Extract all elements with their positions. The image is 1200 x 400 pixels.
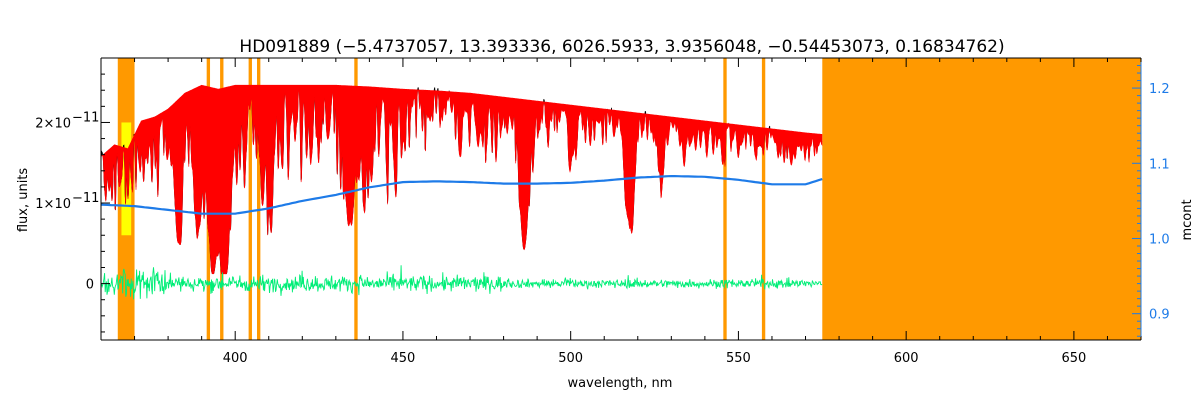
masked-region bbox=[248, 58, 252, 340]
x-axis-ticks: 400 450 500 550 600 650 bbox=[100, 58, 1142, 366]
y-tick-label: 0 bbox=[86, 278, 94, 293]
x-tick-label: 450 bbox=[391, 351, 416, 366]
residual-series bbox=[100, 265, 823, 300]
x-tick-label: 650 bbox=[1061, 351, 1086, 366]
y-axis-ticks: 01×10 −112×10 −11 bbox=[35, 57, 110, 333]
right-y-tick-label: 1.0 bbox=[1149, 232, 1170, 247]
mcont-series bbox=[100, 175, 823, 215]
x-tick-label: 500 bbox=[558, 351, 583, 366]
right-y-axis-ticks: 0.9 1.0 1.1 1.2 bbox=[1132, 65, 1170, 337]
model-spectrum-fill bbox=[100, 84, 823, 275]
model-spectrum bbox=[100, 84, 823, 275]
masked-region bbox=[354, 58, 358, 340]
mcont-line bbox=[100, 175, 823, 215]
right-y-tick-label: 0.9 bbox=[1149, 308, 1170, 323]
y-tick-label: 2×10 bbox=[35, 116, 71, 131]
y-tick-label: 1×10 bbox=[35, 197, 71, 212]
masked-region bbox=[257, 58, 261, 340]
x-axis-label: wavelength, nm bbox=[568, 376, 673, 391]
plot-axes bbox=[100, 57, 1142, 341]
y-tick-exponent: −11 bbox=[72, 191, 99, 206]
x-tick-label: 400 bbox=[223, 351, 248, 366]
residual-line bbox=[100, 265, 823, 300]
y-tick-exponent: −11 bbox=[72, 110, 99, 125]
chart-title: HD091889 (−5.4737057, 13.393336, 6026.59… bbox=[239, 37, 1004, 57]
x-tick-label: 550 bbox=[726, 351, 751, 366]
right-y-tick-label: 1.2 bbox=[1149, 82, 1170, 97]
masked-region bbox=[822, 58, 1141, 340]
right-y-axis-label: mcont bbox=[1180, 199, 1195, 240]
masked-region bbox=[761, 58, 766, 340]
y-axis-label: flux, units bbox=[16, 168, 31, 233]
right-y-tick-label: 1.1 bbox=[1149, 157, 1170, 172]
masked-region bbox=[723, 58, 727, 340]
x-tick-label: 600 bbox=[894, 351, 919, 366]
